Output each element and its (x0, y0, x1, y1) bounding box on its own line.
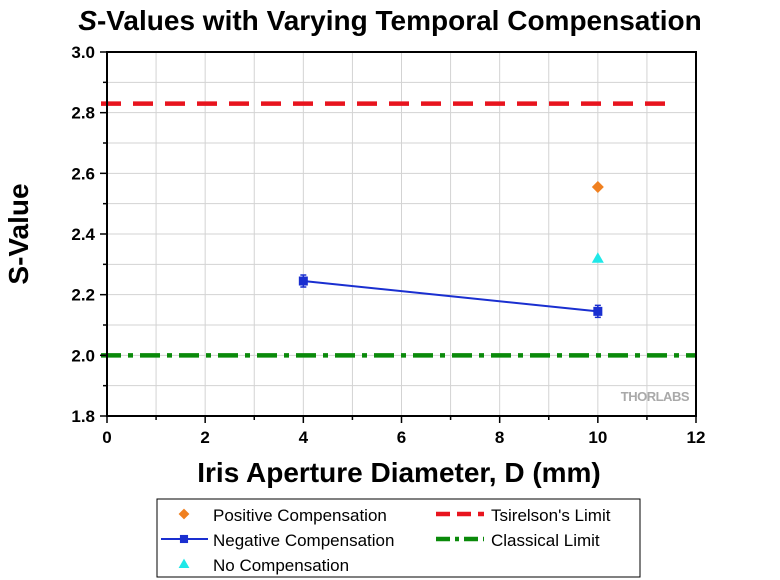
x-tick-label: 2 (200, 428, 209, 447)
legend-box (156, 498, 641, 578)
thorlabs-watermark: THORLABS (621, 389, 690, 404)
y-tick-labels: 1.8 2.0 2.2 2.4 2.6 2.8 3.0 (71, 43, 95, 426)
chart-title-italic: S (78, 5, 97, 36)
series-layer (298, 180, 604, 319)
x-axis-label: Iris Aperture Diameter, D (mm) (197, 457, 601, 488)
y-tick-label: 3.0 (71, 43, 95, 62)
legend-label-no-compensation: No Compensation (213, 556, 349, 575)
legend-label-positive-compensation: Positive Compensation (213, 506, 387, 525)
chart-title-rest: -Values with Varying Temporal Compensati… (97, 5, 702, 36)
data-point-no-compensation (591, 252, 604, 263)
y-axis-label: S-Value (3, 183, 34, 284)
x-tick-label: 6 (397, 428, 406, 447)
legend-label-classical-limit: Classical Limit (491, 531, 600, 550)
legend-label-tsirelson-s-limit: Tsirelson's Limit (491, 506, 611, 525)
legend-swatch-no-compensation (178, 558, 190, 569)
legend-swatch-positive-compensation (178, 508, 190, 520)
legend-label-negative-compensation: Negative Compensation (213, 531, 394, 550)
data-point-negative-compensation (298, 276, 308, 286)
x-tick-label: 8 (495, 428, 504, 447)
legend-swatch-negative-compensation (179, 534, 189, 544)
series-positive-compensation (591, 180, 604, 193)
data-point-positive-compensation (591, 180, 604, 193)
series-negative-compensation (298, 274, 603, 319)
reference-lines (101, 101, 696, 358)
x-tick-label: 12 (687, 428, 706, 447)
axis-ticks (100, 51, 697, 423)
data-point-negative-compensation (593, 306, 603, 316)
x-tick-label: 10 (588, 428, 607, 447)
x-tick-labels: 0 2 4 6 8 10 12 (102, 428, 705, 447)
y-tick-label: 2.0 (71, 346, 95, 365)
series-no-compensation (591, 252, 604, 263)
x-tick-label: 0 (102, 428, 111, 447)
legend: Positive Compensation Negative Compensati… (156, 498, 641, 578)
grid (106, 51, 697, 417)
y-tick-label: 2.6 (71, 164, 95, 183)
y-tick-label: 2.2 (71, 286, 95, 305)
y-tick-label: 2.8 (71, 104, 95, 123)
y-tick-label: 1.8 (71, 407, 95, 426)
x-tick-label: 4 (299, 428, 309, 447)
y-tick-label: 2.4 (71, 225, 95, 244)
chart-title: S-Values with Varying Temporal Compensat… (78, 5, 701, 36)
series-line-negative-compensation (303, 280, 598, 313)
